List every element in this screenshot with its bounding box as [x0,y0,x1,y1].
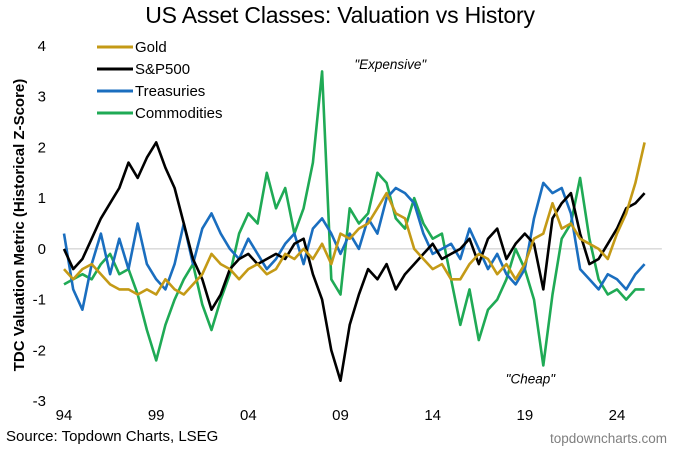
y-tick-label: -2 [33,342,46,359]
x-tick-label: 94 [56,407,73,424]
annotation-label: "Cheap" [506,371,557,386]
y-tick-label: 1 [38,190,46,207]
brand-watermark: topdowncharts.com [549,431,667,446]
y-tick-label: -3 [33,393,46,410]
x-tick-label: 24 [609,407,626,424]
source-note: Source: Topdown Charts, LSEG [6,428,219,445]
series-line-commodities [63,70,645,367]
legend-label: S&P500 [135,61,190,78]
y-tick-label: 3 [38,89,46,106]
chart-title: US Asset Classes: Valuation vs History [145,2,535,28]
x-tick-label: 09 [332,407,349,424]
annotation-label: "Expensive" [354,57,427,72]
legend-label: Treasuries [135,83,205,100]
annotations: "Expensive" "Cheap" [354,57,556,386]
x-tick-label: 99 [148,407,165,424]
series-line-treasuries [62,181,646,312]
y-tick-label: -1 [33,292,46,309]
y-axis-ticks: 4 3 2 1 0 -1 -2 -3 [33,38,46,410]
x-tick-label: 14 [424,407,441,424]
y-tick-label: 2 [38,139,46,156]
y-tick-label: 0 [38,241,46,258]
series-line-gold [63,142,646,296]
x-tick-label: 04 [240,407,257,424]
legend-label: Gold [135,39,167,56]
legend-label: Commodities [135,105,223,122]
legend: Gold S&P500 Treasuries Commodities [97,39,223,122]
x-axis-ticks: 94 99 04 09 14 19 24 [56,407,626,424]
x-tick-label: 19 [516,407,533,424]
y-tick-label: 4 [38,38,46,55]
y-axis-label: TDC Valuation Metric (Historical Z-Score… [11,79,28,372]
series-lines [62,70,646,383]
series-line-s-p500 [62,141,646,383]
